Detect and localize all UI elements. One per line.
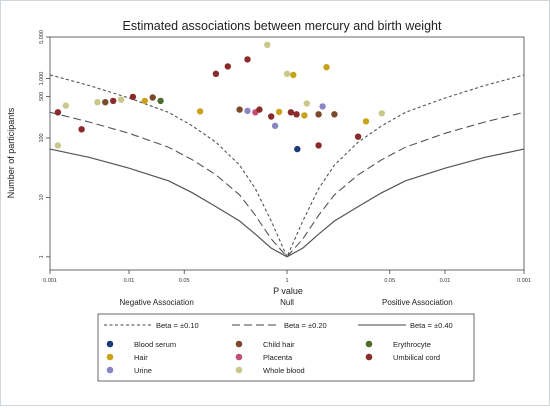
y-tick-label: 1,000 [39,72,45,86]
data-point [117,96,125,103]
data-point [129,93,137,101]
legend-marker-label: Umbilical cord [393,353,440,362]
data-point [315,111,322,118]
y-axis-label: Number of participants [6,107,16,198]
legend-marker-label: Erythrocyte [393,340,431,349]
y-tick-label: 100 [39,133,45,142]
data-point [271,122,279,129]
data-point [275,108,283,116]
x-tick-label: 0.05 [384,278,395,284]
data-point [303,100,310,107]
legend-marker-label: Hair [134,353,148,362]
legend-marker [365,340,373,348]
legend-line-label: Beta = ±0.20 [284,321,327,330]
legend: Beta = ±0.10 Beta = ±0.20 Beta = ±0.40 Bloo… [97,313,475,382]
x-tick-label: 1 [285,278,288,284]
data-point [102,99,109,106]
data-point [224,63,231,70]
data-point [362,118,370,125]
data-point [294,145,301,153]
region-label: Positive Association [382,298,453,307]
data-point [319,103,326,110]
data-point [78,126,85,133]
legend-marker [365,353,373,361]
y-axis: 1 10 100 500 1,000 5,000 [39,30,50,258]
y-tick-label: 5,000 [39,30,45,44]
data-point [268,113,275,120]
data-point [244,56,251,63]
data-point [301,112,308,119]
y-tick-label: 500 [39,92,45,101]
x-tick-label: 0.001 [517,278,531,284]
x-tick-label: 0.05 [179,278,190,284]
region-label: Negative Association [120,298,194,307]
data-point [62,102,69,109]
chart-title: Estimated associations between mercury a… [123,19,442,33]
x-tick-label: 0.001 [43,278,57,284]
legend-line-label: Beta = ±0.10 [156,321,199,330]
data-point [287,109,295,116]
y-tick-label: 1 [39,255,45,258]
x-tick-label: 0.01 [440,278,451,284]
legend-marker-label: Blood serum [134,340,176,349]
legend-marker [235,366,243,374]
legend-line-label: Beta = ±0.40 [410,321,453,330]
legend-marker-label: Urine [134,366,152,375]
data-point [244,107,251,115]
contour-line-2 [49,111,525,258]
legend-marker [106,366,114,374]
data-point [354,133,362,140]
region-labels: Negative Association Null Positive Associa… [120,298,453,307]
data-point [149,94,156,101]
x-axis: 0.001 0.01 0.05 1 0.05 0.01 0.001 [43,270,531,284]
legend-marker-label: Child hair [263,340,295,349]
region-label: Null [280,298,294,307]
legend-marker-label: Placenta [263,353,293,362]
contour-lines [49,74,525,259]
x-axis-label: P value [273,286,303,296]
data-point [315,142,322,149]
data-point [323,63,330,71]
legend-marker [235,353,243,361]
legend-marker-label: Whole blood [263,366,305,375]
legend-box [97,313,475,382]
data-point [141,97,148,105]
data-point [264,41,271,48]
data-point [94,99,101,106]
data-point [290,71,297,79]
contour-line-3 [49,148,525,258]
data-points [54,41,385,153]
legend-marker [106,353,114,361]
data-point [157,97,164,105]
data-point [283,70,291,78]
data-point [331,111,338,118]
data-point [256,106,263,113]
data-point [196,108,204,115]
data-point [236,106,243,113]
x-tick-label: 0.01 [124,278,135,284]
legend-marker [235,340,243,348]
data-point [293,111,300,118]
data-point [212,70,220,78]
data-point [378,110,385,117]
y-tick-label: 10 [39,194,45,200]
data-point [110,97,117,105]
data-point [54,142,62,149]
data-point [54,109,62,116]
legend-marker [106,340,114,348]
